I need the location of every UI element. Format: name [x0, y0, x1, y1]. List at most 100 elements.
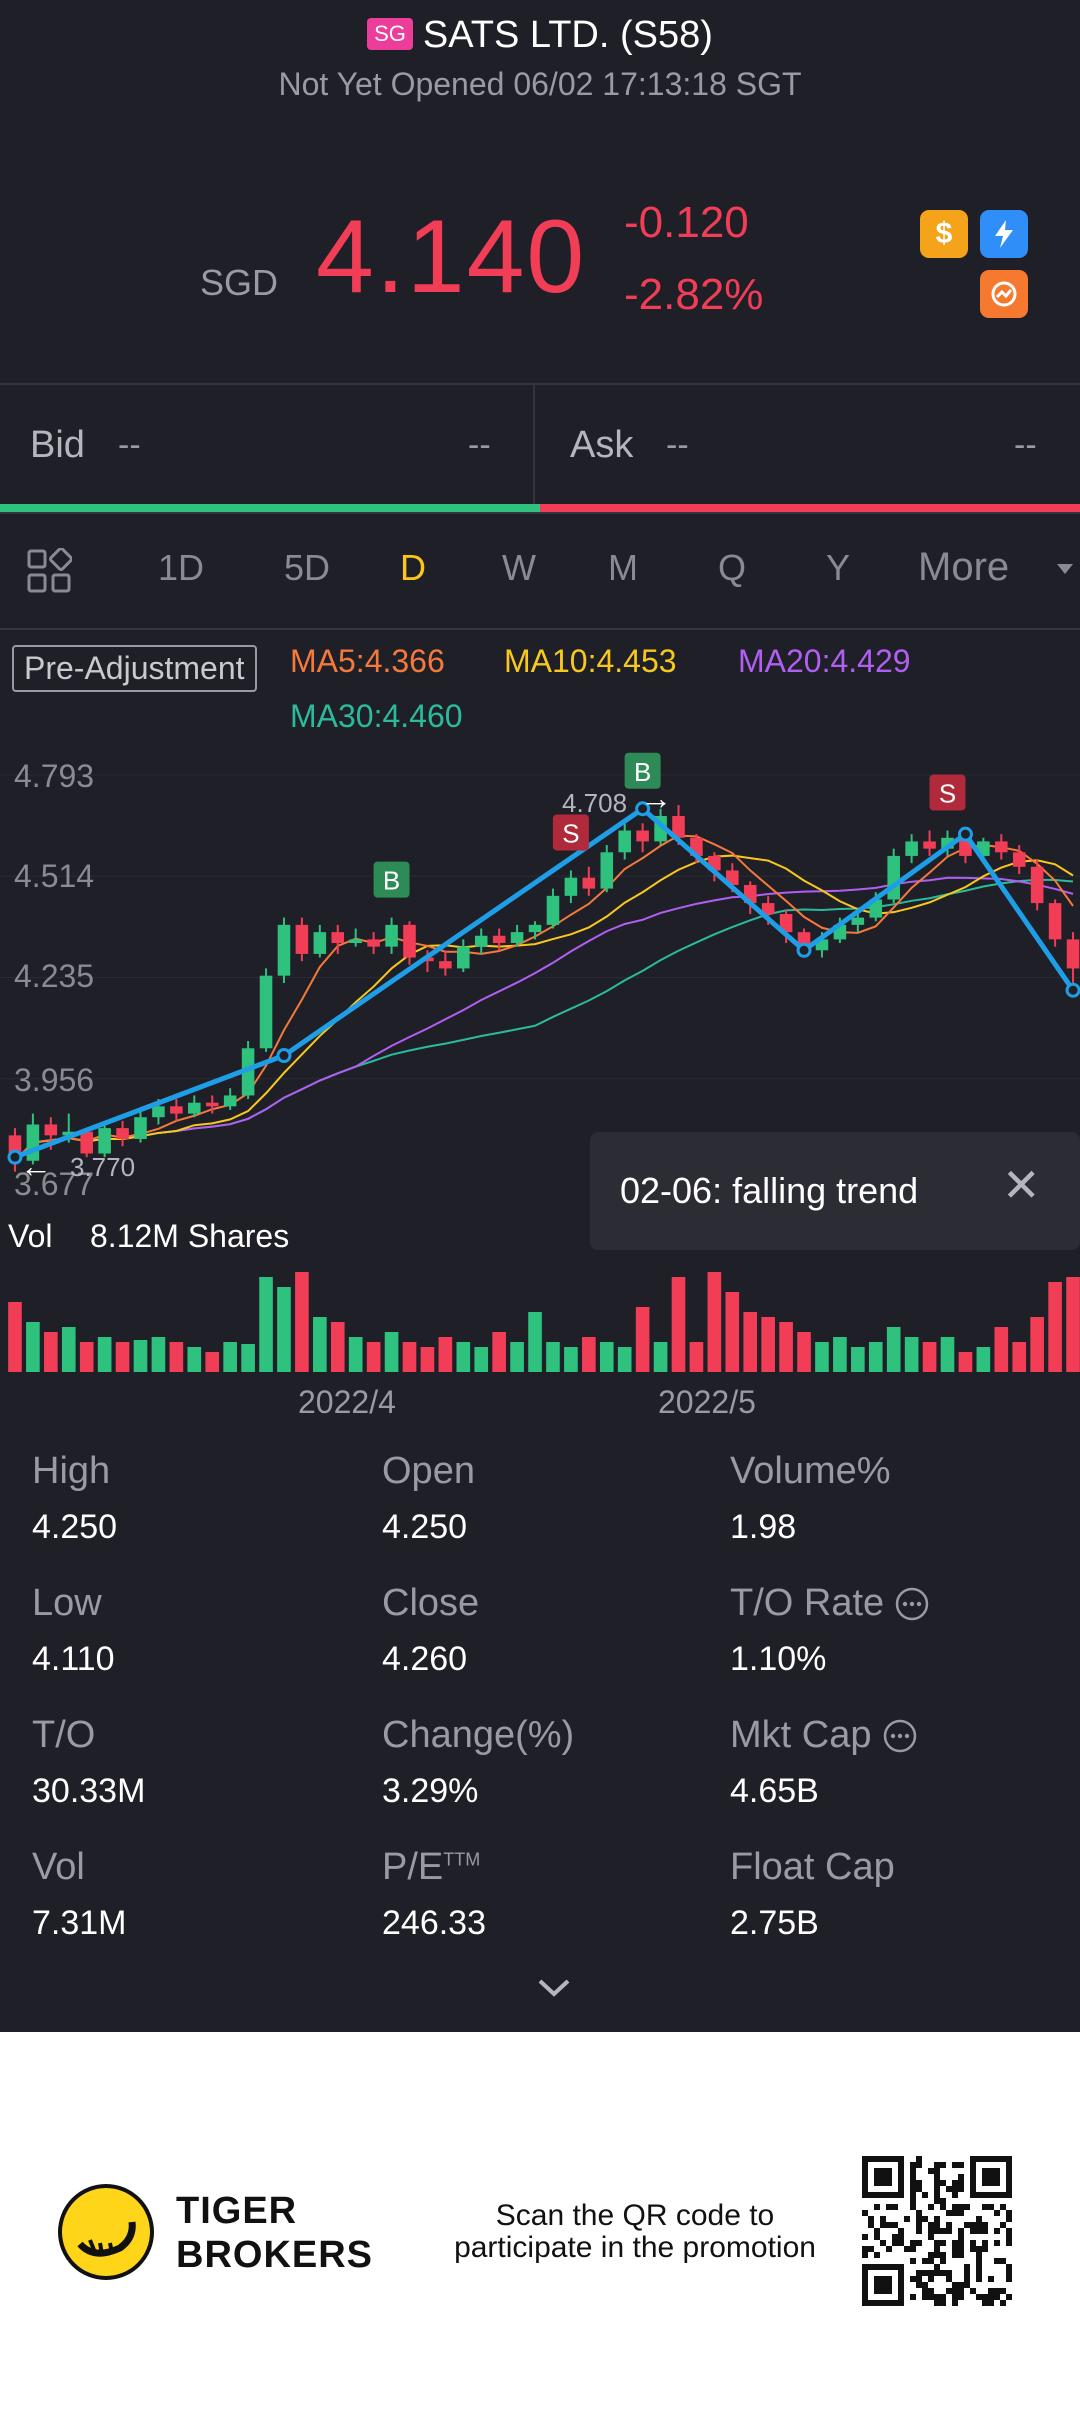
- trade-icon[interactable]: [980, 270, 1028, 318]
- qr-module: [928, 2288, 934, 2294]
- candle-body: [457, 946, 470, 969]
- market-status: Not Yet Opened 06/02 17:13:18 SGT: [278, 66, 802, 102]
- qr-finder: [874, 2168, 892, 2186]
- qr-module: [970, 2288, 976, 2294]
- qr-module: [910, 2294, 916, 2300]
- qr-module: [958, 2204, 964, 2210]
- flash-icon[interactable]: [980, 210, 1028, 258]
- qr-module: [910, 2198, 916, 2204]
- promo-text: Scan the QR code to participate in the p…: [440, 2200, 830, 2264]
- layout-grid-icon[interactable]: [26, 547, 73, 599]
- tab-w[interactable]: W: [502, 547, 536, 588]
- volume-bar: [295, 1272, 309, 1372]
- qr-module: [994, 2240, 1000, 2246]
- volume-bar: [420, 1347, 435, 1372]
- candlestick-chart[interactable]: B S B S: [0, 740, 1080, 1210]
- qr-module: [904, 2216, 910, 2222]
- expand-chevron-icon[interactable]: [534, 1976, 574, 2005]
- volume-label: Vol: [8, 1218, 53, 1254]
- candle-body: [492, 935, 506, 944]
- volume-bar: [366, 1342, 381, 1372]
- pre-adjustment-toggle[interactable]: Pre-Adjustment: [12, 645, 257, 692]
- qr-module: [934, 2174, 940, 2180]
- qr-module: [916, 2240, 922, 2246]
- tab-d[interactable]: D: [400, 547, 426, 588]
- qr-module: [946, 2270, 952, 2276]
- candle-body: [941, 837, 954, 849]
- qr-module: [934, 2228, 940, 2234]
- pe-label-text: P/E: [382, 1846, 444, 1888]
- qr-module: [958, 2288, 964, 2294]
- qr-module: [916, 2270, 922, 2276]
- tab-y[interactable]: Y: [826, 547, 851, 588]
- qr-module: [910, 2204, 916, 2210]
- dollar-icon[interactable]: $: [920, 210, 968, 258]
- close-icon[interactable]: ✕: [1002, 1159, 1041, 1211]
- qr-module: [874, 2252, 880, 2258]
- qr-module: [952, 2180, 958, 2186]
- signal-label: B: [634, 757, 651, 787]
- qr-module: [910, 2276, 916, 2282]
- tab-1d[interactable]: 1D: [158, 547, 205, 588]
- qr-module: [928, 2234, 934, 2240]
- pe-suffix: TTM: [443, 1849, 481, 1870]
- qr-code: [862, 2156, 1012, 2306]
- qr-module: [964, 2204, 970, 2210]
- ask-label: Ask: [570, 424, 634, 466]
- qr-module: [982, 2222, 988, 2228]
- qr-module: [922, 2270, 928, 2276]
- qr-module: [994, 2210, 1000, 2216]
- qr-module: [1006, 2234, 1012, 2240]
- ma30-line: [14, 878, 1074, 1162]
- qr-module: [934, 2264, 940, 2270]
- candle-body: [1012, 852, 1026, 867]
- chevron-down-icon[interactable]: [1056, 562, 1074, 581]
- qr-module: [976, 2252, 982, 2258]
- qr-module: [940, 2240, 946, 2246]
- volume-bar: [223, 1342, 237, 1372]
- qr-module: [892, 2234, 898, 2240]
- volume-bar: [79, 1342, 94, 1372]
- divider: [533, 385, 535, 505]
- qr-module: [868, 2246, 874, 2252]
- tab-m[interactable]: M: [608, 547, 638, 588]
- qr-module: [976, 2270, 982, 2276]
- candle-body: [259, 975, 273, 1049]
- more-info-icon[interactable]: [894, 1586, 930, 1627]
- qr-module: [898, 2228, 904, 2234]
- qr-module: [916, 2282, 922, 2288]
- ma30-label: MA30:4.460: [290, 698, 463, 734]
- qr-module: [934, 2240, 940, 2246]
- volume-bar: [8, 1302, 22, 1372]
- candle-body: [546, 895, 560, 925]
- tab-more[interactable]: More: [918, 545, 1010, 589]
- qr-module: [1006, 2210, 1012, 2216]
- stat-value-vol: 7.31M: [32, 1904, 127, 1942]
- tiger-logo: [58, 2184, 154, 2280]
- qr-module: [928, 2252, 934, 2258]
- more-info-icon[interactable]: [882, 1718, 918, 1759]
- volume-bar: [1012, 1342, 1027, 1372]
- tab-5d[interactable]: 5D: [284, 547, 331, 588]
- volume-bar: [205, 1352, 220, 1372]
- volume-bar: [474, 1347, 489, 1372]
- qr-module: [952, 2294, 958, 2300]
- trend-pivot: [957, 826, 973, 842]
- candle-body: [510, 932, 524, 944]
- x-axis-label: 2022/4: [298, 1384, 396, 1420]
- volume-bar: [815, 1342, 829, 1372]
- qr-module: [958, 2180, 964, 2186]
- qr-module: [958, 2186, 964, 2192]
- qr-module: [916, 2210, 922, 2216]
- qr-module: [892, 2240, 898, 2246]
- qr-module: [910, 2162, 916, 2168]
- stat-value-close: 4.260: [382, 1640, 468, 1678]
- volume-bar: [653, 1342, 668, 1372]
- stock-detail-screen: SG SATS LTD. (S58) Not Yet Opened 06/02 1…: [0, 0, 1080, 2032]
- tab-q[interactable]: Q: [718, 547, 747, 588]
- trend-pivot: [635, 801, 651, 817]
- trend-pivot: [796, 942, 812, 958]
- qr-module: [1000, 2222, 1006, 2228]
- qr-module: [952, 2162, 958, 2168]
- volume-bar: [940, 1337, 955, 1372]
